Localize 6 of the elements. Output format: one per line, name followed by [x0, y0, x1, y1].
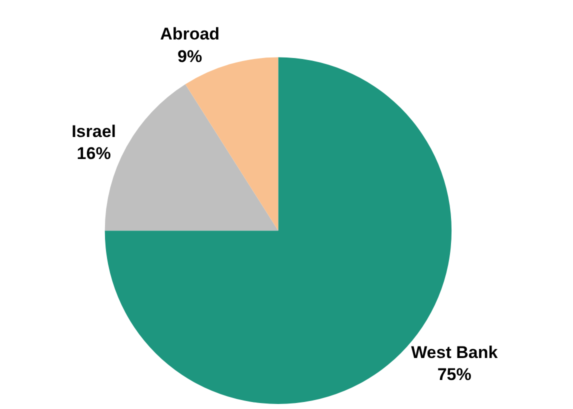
data-label: 75% — [437, 365, 472, 384]
slice-label: Israel — [72, 122, 116, 141]
slice-label: West Bank — [411, 342, 498, 362]
data-label: 9% — [178, 46, 202, 66]
slice-label: Abroad — [160, 24, 220, 44]
data-label: 16% — [76, 144, 111, 163]
